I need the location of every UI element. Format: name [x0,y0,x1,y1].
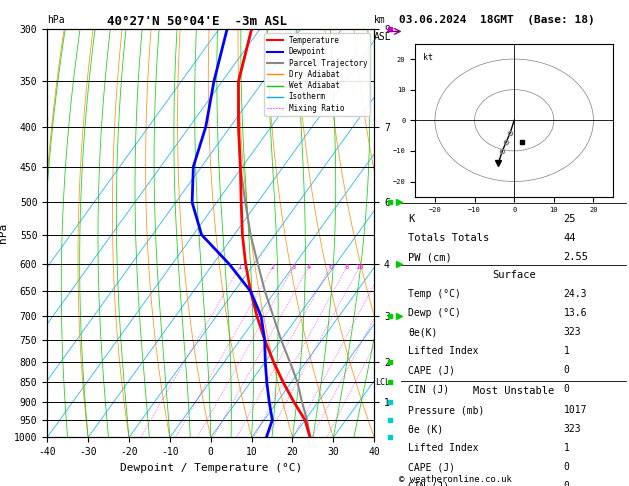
Text: 24.3: 24.3 [564,289,587,299]
Text: CIN (J): CIN (J) [408,481,449,486]
Text: 1: 1 [564,346,569,356]
Text: 44: 44 [564,233,576,243]
Text: kt: kt [423,53,433,62]
Text: 2.55: 2.55 [564,252,589,262]
Text: K: K [408,214,415,224]
Text: CIN (J): CIN (J) [408,384,449,394]
Text: 0: 0 [564,462,569,472]
Text: 25: 25 [564,214,576,224]
Text: Pressure (mb): Pressure (mb) [408,405,484,415]
Text: Most Unstable: Most Unstable [473,386,555,396]
Y-axis label: hPa: hPa [0,223,8,243]
Text: Temp (°C): Temp (°C) [408,289,461,299]
Text: Dewp (°C): Dewp (°C) [408,308,461,318]
Text: Lifted Index: Lifted Index [408,346,479,356]
Text: 6: 6 [328,264,333,270]
Text: © weatheronline.co.uk: © weatheronline.co.uk [399,474,512,484]
Text: 4: 4 [306,264,311,270]
Text: 1: 1 [238,264,242,270]
Text: 03.06.2024  18GMT  (Base: 18): 03.06.2024 18GMT (Base: 18) [399,15,595,25]
Legend: Temperature, Dewpoint, Parcel Trajectory, Dry Adiabat, Wet Adiabat, Isotherm, Mi: Temperature, Dewpoint, Parcel Trajectory… [264,33,370,116]
X-axis label: Dewpoint / Temperature (°C): Dewpoint / Temperature (°C) [120,463,302,473]
Text: θe(K): θe(K) [408,327,437,337]
Text: hPa: hPa [47,15,65,25]
Text: 1: 1 [564,443,569,453]
Text: 2: 2 [270,264,275,270]
Text: 8: 8 [345,264,348,270]
Text: ASL: ASL [374,32,392,42]
Text: CAPE (J): CAPE (J) [408,462,455,472]
Text: LCL: LCL [376,378,391,387]
Text: 40°27'N 50°04'E  -3m ASL: 40°27'N 50°04'E -3m ASL [107,15,287,28]
Text: Totals Totals: Totals Totals [408,233,489,243]
Text: 10: 10 [355,264,364,270]
Text: 0: 0 [564,481,569,486]
Text: 323: 323 [564,424,581,434]
Text: PW (cm): PW (cm) [408,252,452,262]
Text: θe (K): θe (K) [408,424,443,434]
Text: CAPE (J): CAPE (J) [408,365,455,375]
Text: Surface: Surface [492,270,536,280]
Text: km: km [374,15,386,25]
Text: 3: 3 [291,264,296,270]
Text: 0: 0 [564,384,569,394]
Text: 13.6: 13.6 [564,308,587,318]
Text: 0: 0 [564,365,569,375]
Text: 1017: 1017 [564,405,587,415]
Text: Lifted Index: Lifted Index [408,443,479,453]
Text: 323: 323 [564,327,581,337]
